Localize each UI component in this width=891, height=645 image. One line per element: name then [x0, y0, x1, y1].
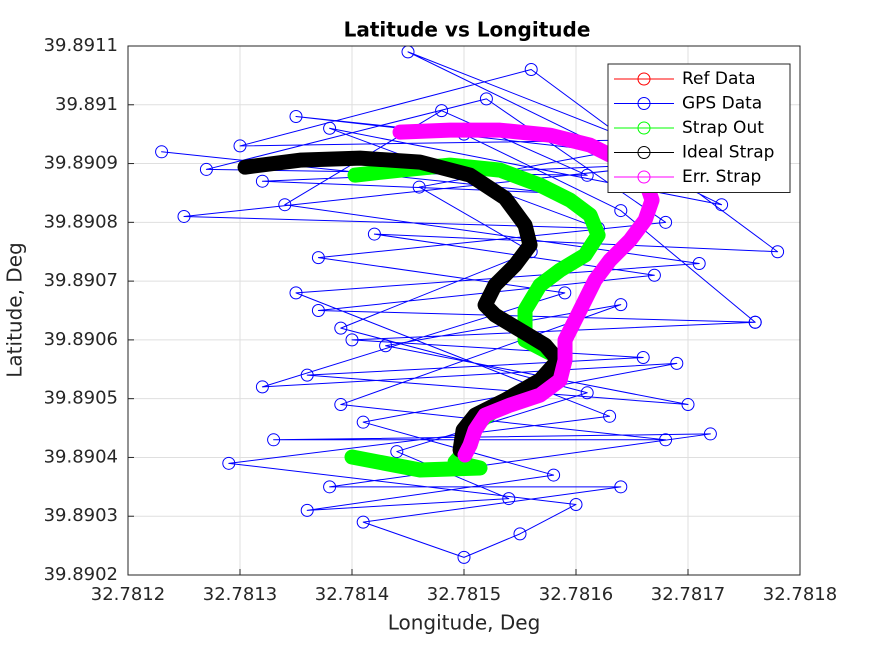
- x-tick-label: 32.7815: [427, 584, 501, 605]
- series-marker: [547, 468, 561, 482]
- series-marker: [401, 46, 415, 59]
- series-marker: [692, 256, 706, 270]
- y-tick-label: 39.8908: [44, 211, 118, 232]
- series-marker: [390, 445, 404, 459]
- ticks: 32.7812 32.7813 32.7814 32.7815 32.7816 32.78…: [44, 35, 838, 605]
- series-marker: [670, 356, 684, 370]
- series-marker: [255, 380, 269, 394]
- series-marker: [278, 198, 292, 212]
- series-marker: [457, 550, 471, 564]
- series-marker: [614, 298, 628, 312]
- series-marker: [255, 174, 269, 188]
- series-marker: [681, 398, 695, 412]
- series-marker: [580, 386, 594, 400]
- series-marker: [345, 333, 359, 347]
- y-tick-label: 39.8911: [44, 35, 118, 56]
- y-tick-label: 39.891: [55, 94, 118, 115]
- series-marker: [715, 198, 729, 212]
- legend-label: Ref Data: [682, 69, 756, 89]
- y-tick-label: 39.8903: [44, 505, 118, 526]
- series-marker: [311, 304, 325, 317]
- series-marker: [603, 409, 617, 423]
- chart-title: Latitude vs Longitude: [344, 18, 591, 42]
- series-marker: [659, 433, 673, 447]
- series-marker: [323, 121, 337, 135]
- series-marker: [334, 321, 348, 335]
- legend-marker: [637, 170, 651, 184]
- series-marker: [177, 209, 191, 223]
- series-marker: [513, 527, 527, 541]
- series-marker: [659, 215, 673, 229]
- y-tick-label: 39.8906: [44, 329, 118, 350]
- y-tick-label: 39.8909: [44, 153, 118, 174]
- series-line: [392, 122, 660, 463]
- series-marker: [614, 480, 628, 494]
- legend-label: GPS Data: [682, 94, 762, 114]
- legend-marker: [637, 121, 651, 135]
- series-marker: [379, 339, 393, 353]
- legend-label: Strap Out: [682, 118, 764, 138]
- series-marker: [334, 398, 348, 412]
- series-marker: [771, 245, 785, 259]
- series-line: [161, 51, 779, 558]
- series-marker: [636, 351, 650, 365]
- legend-label: Err. Strap: [682, 167, 761, 187]
- series-marker: [311, 251, 325, 265]
- series-marker: [502, 492, 516, 506]
- series-marker: [233, 139, 247, 153]
- series-marker: [435, 104, 449, 118]
- series-marker: [412, 180, 426, 194]
- series-marker: [479, 92, 493, 106]
- series-marker: [647, 268, 661, 282]
- series-line: [237, 150, 566, 458]
- y-tick-label: 39.8907: [44, 270, 118, 291]
- plot: [155, 46, 785, 564]
- series-marker: [267, 433, 281, 447]
- series-marker: [569, 497, 583, 511]
- series-marker: [614, 204, 628, 218]
- x-tick-label: 32.7814: [315, 584, 389, 605]
- series-marker: [323, 480, 337, 494]
- x-tick-label: 32.7817: [651, 584, 725, 605]
- series-marker: [748, 315, 762, 329]
- series-marker: [703, 427, 717, 441]
- y-tick-label: 39.8905: [44, 388, 118, 409]
- series-marker: [356, 515, 370, 529]
- series-marker: [300, 503, 314, 517]
- series-marker: [356, 415, 370, 429]
- series-marker: [222, 456, 236, 470]
- legend-label: Ideal Strap: [682, 143, 774, 163]
- series-marker: [524, 63, 538, 77]
- x-tick-label: 32.7812: [91, 584, 165, 605]
- series-marker: [558, 286, 572, 300]
- series-marker: [300, 368, 314, 382]
- x-axis-label: Longitude, Deg: [388, 611, 541, 635]
- series-marker: [580, 168, 594, 182]
- legend-marker: [637, 72, 651, 86]
- legend-marker: [637, 146, 651, 159]
- legend: Ref Data GPS Data Strap Out Ideal Strap Err.…: [607, 63, 791, 193]
- y-tick-label: 39.8902: [44, 564, 118, 585]
- series-marker: [289, 110, 303, 124]
- y-tick-label: 39.8904: [44, 446, 118, 467]
- y-axis-label: Latitude, Deg: [3, 242, 27, 377]
- x-tick-label: 32.7818: [763, 584, 837, 605]
- series-marker: [199, 162, 213, 176]
- legend-marker: [637, 97, 651, 110]
- x-tick-label: 32.7816: [539, 584, 613, 605]
- series-marker: [367, 227, 381, 241]
- series-marker: [155, 145, 169, 159]
- x-tick-label: 32.7813: [203, 584, 277, 605]
- series-marker: [289, 286, 303, 300]
